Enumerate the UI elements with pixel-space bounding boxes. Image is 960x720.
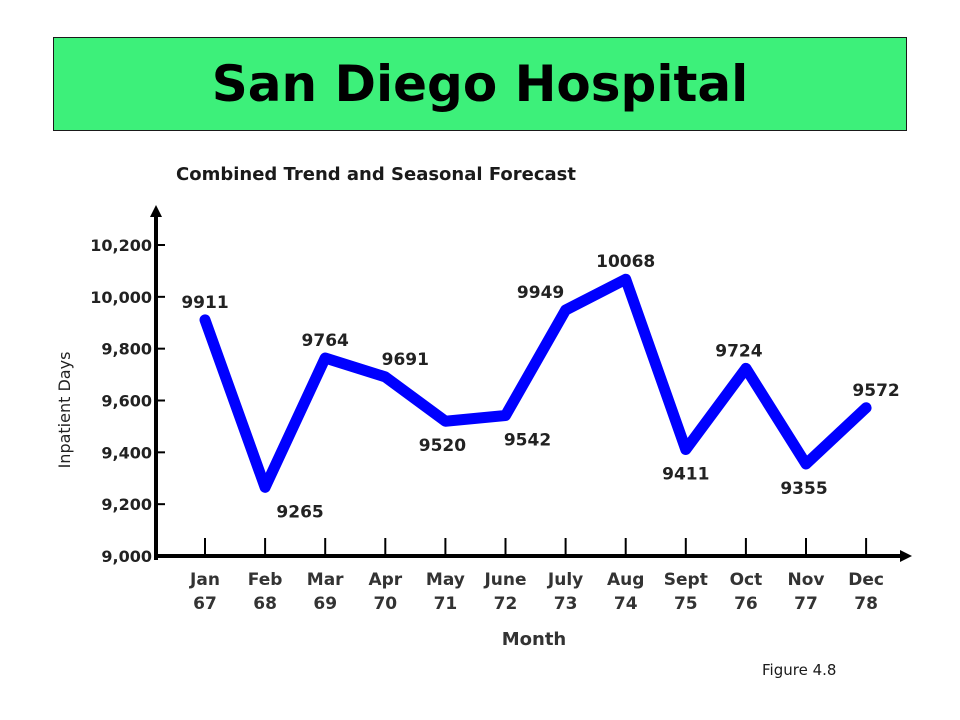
y-axis-arrow xyxy=(150,205,162,217)
x-tick-label-year: 76 xyxy=(734,594,758,614)
x-tick-label-month: Apr xyxy=(368,570,402,590)
x-tick-label-month: May xyxy=(426,570,465,590)
data-point xyxy=(620,274,631,285)
data-label: 9572 xyxy=(852,381,899,401)
data-label: 9520 xyxy=(419,436,466,456)
data-label: 10068 xyxy=(596,252,655,272)
figure-caption: Figure 4.8 xyxy=(762,661,837,679)
data-point xyxy=(500,410,511,421)
data-point xyxy=(861,402,872,413)
data-label: 9764 xyxy=(302,331,349,351)
y-axis-title: Inpatient Days xyxy=(55,352,74,469)
title-banner: San Diego Hospital xyxy=(53,37,907,131)
data-point xyxy=(260,482,271,493)
data-label: 9355 xyxy=(780,479,827,499)
x-tick-label-year: 70 xyxy=(373,594,397,614)
x-tick-label-year: 73 xyxy=(554,594,578,614)
y-tick-label: 9,400 xyxy=(101,443,152,462)
x-tick-label-year: 74 xyxy=(614,594,638,614)
y-tick-label: 9,800 xyxy=(101,340,152,359)
x-tick-label-month: Mar xyxy=(307,570,344,590)
x-tick-label-month: Sept xyxy=(664,570,708,590)
data-point xyxy=(200,314,210,325)
data-point xyxy=(560,305,571,316)
x-tick-label-year: 78 xyxy=(854,594,878,614)
x-tick-label-month: Feb xyxy=(248,570,283,590)
x-tick-label-year: 68 xyxy=(253,594,277,614)
data-point xyxy=(801,458,811,469)
x-tick-label-month: June xyxy=(483,570,526,590)
series-line xyxy=(199,273,872,493)
x-tick-label-month: Dec xyxy=(848,570,884,590)
x-tick-label-year: 77 xyxy=(794,594,818,614)
data-label: 9724 xyxy=(715,341,762,361)
y-tick-label: 9,600 xyxy=(101,392,152,411)
x-axis-arrow xyxy=(900,550,912,562)
data-label: 9542 xyxy=(504,431,551,451)
x-tick-label-month: Nov xyxy=(788,570,825,590)
data-point xyxy=(440,416,451,427)
y-tick-label: 10,200 xyxy=(90,236,152,255)
x-tick-label-month: Aug xyxy=(607,570,644,590)
y-tick-label: 9,200 xyxy=(101,495,152,514)
data-label: 9265 xyxy=(276,502,323,522)
x-tick-label-year: 75 xyxy=(674,594,698,614)
data-label: 9911 xyxy=(181,293,228,313)
data-label: 9691 xyxy=(382,350,429,370)
x-tick-label-year: 67 xyxy=(193,594,217,614)
page-title: San Diego Hospital xyxy=(211,55,749,113)
x-tick-label-year: 71 xyxy=(434,594,458,614)
x-tick-label-year: 72 xyxy=(494,594,518,614)
x-tick-label-month: July xyxy=(547,570,583,590)
data-point xyxy=(320,352,331,363)
x-tick-label-month: Oct xyxy=(730,570,763,590)
data-point xyxy=(680,444,691,455)
y-tick-label: 9,000 xyxy=(101,547,152,566)
x-axis-title: Month xyxy=(502,629,567,650)
data-point xyxy=(380,371,391,382)
chart-subtitle: Combined Trend and Seasonal Forecast xyxy=(176,164,576,185)
data-label: 9949 xyxy=(517,283,564,303)
x-tick-label-year: 69 xyxy=(313,594,337,614)
data-point xyxy=(740,363,751,374)
y-tick-label: 10,000 xyxy=(90,288,152,307)
data-label: 9411 xyxy=(662,464,709,484)
x-tick-label-month: Jan xyxy=(189,570,220,590)
